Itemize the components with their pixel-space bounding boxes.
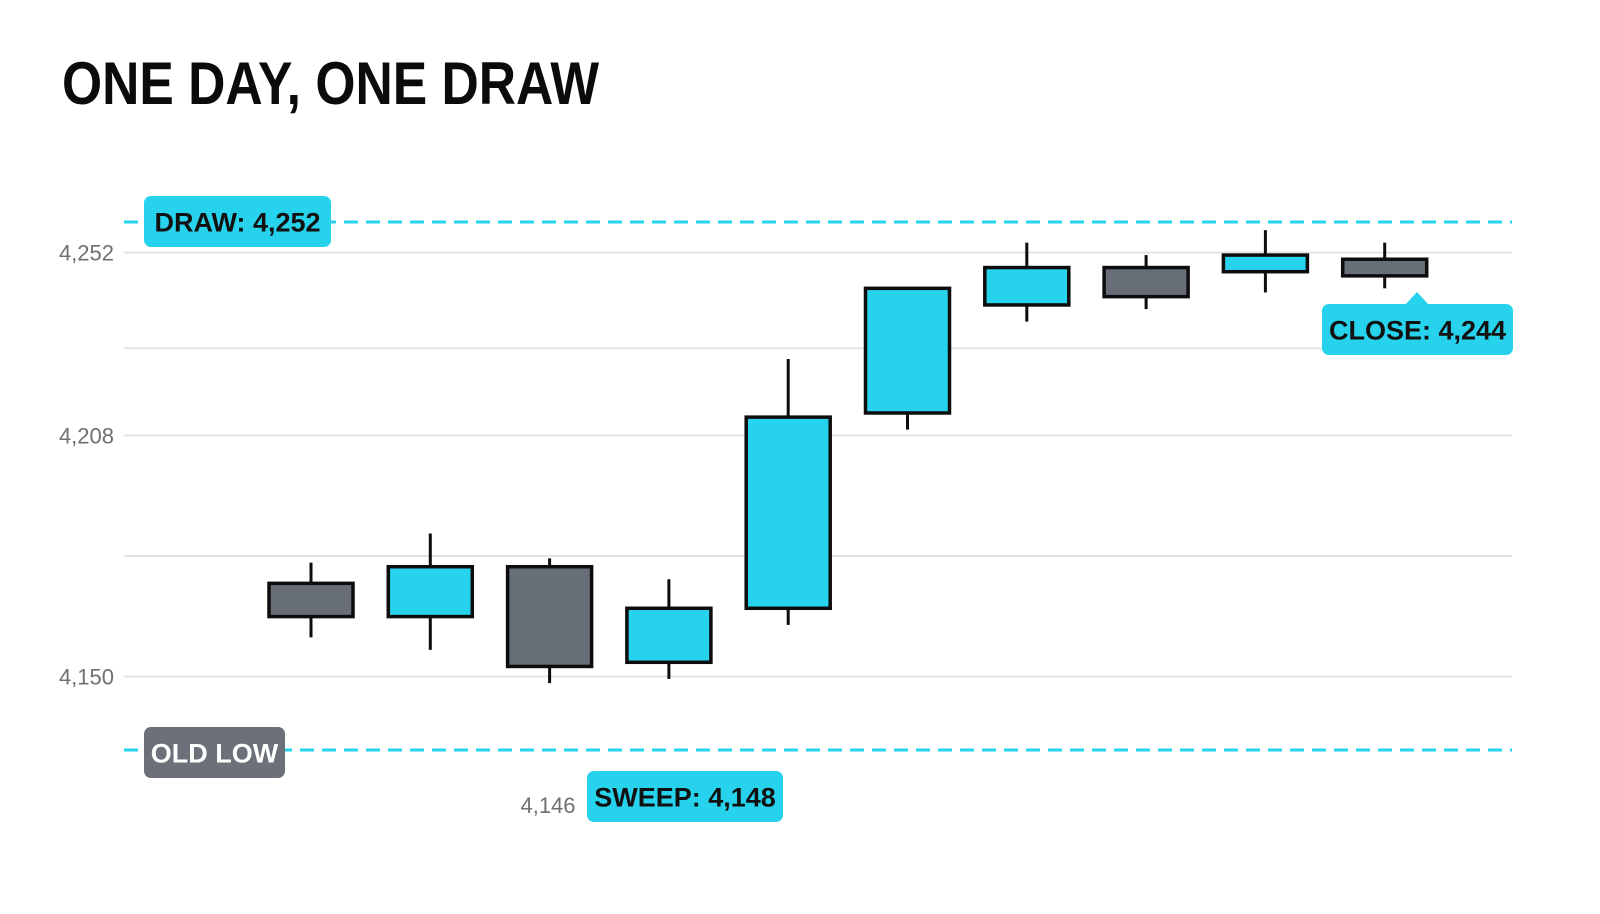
annotation-labels: DRAW: 4,252 OLD LOW 4,146 SWEEP: 4,148 CLOSE… — [144, 196, 1513, 822]
sweep-low-value: 4,146 — [520, 793, 575, 818]
candle-body — [983, 265, 1071, 307]
y-tick-label: 4,208 — [59, 423, 114, 448]
old-low-label: OLD LOW — [144, 727, 285, 778]
candle-body — [744, 415, 832, 611]
candle — [1340, 242, 1429, 289]
sweep-label-text: SWEEP: 4,148 — [594, 783, 776, 813]
candle-body — [267, 581, 355, 619]
old-low-label-bg — [144, 727, 285, 778]
candle-body — [386, 564, 475, 619]
close-label-pointer — [1405, 292, 1429, 305]
candle — [1102, 255, 1190, 310]
candle-body — [1221, 253, 1310, 274]
candle-body — [1102, 265, 1190, 299]
candle — [863, 286, 952, 430]
close-label-bg — [1322, 304, 1513, 355]
old-low-label-text: OLD LOW — [151, 739, 279, 769]
sweep-label-bg — [587, 771, 783, 822]
draw-label-bg — [144, 196, 331, 247]
candle — [267, 562, 355, 638]
candle — [625, 579, 713, 679]
level-lines — [124, 220, 1512, 752]
candle-body — [1340, 257, 1429, 278]
candle-body — [505, 564, 594, 669]
close-label-text: CLOSE: 4,244 — [1329, 316, 1506, 346]
candle — [505, 558, 594, 684]
draw-label-text: DRAW: 4,252 — [154, 208, 320, 238]
y-tick-label: 4,252 — [59, 241, 114, 266]
candle-body — [625, 606, 713, 665]
sweep-label: SWEEP: 4,148 — [587, 771, 783, 822]
candle — [1221, 230, 1310, 293]
y-axis-ticks: 4,252 4,208 4,150 — [59, 241, 114, 690]
candle — [983, 242, 1071, 322]
candles — [267, 230, 1429, 684]
chart-title: ONE DAY, ONE DRAW — [62, 50, 600, 117]
y-tick-label: 4,150 — [59, 664, 114, 689]
close-label: CLOSE: 4,244 — [1322, 292, 1513, 355]
candle — [386, 533, 475, 650]
draw-label: DRAW: 4,252 — [144, 196, 331, 247]
candle — [744, 358, 832, 625]
candle-body — [863, 286, 952, 415]
